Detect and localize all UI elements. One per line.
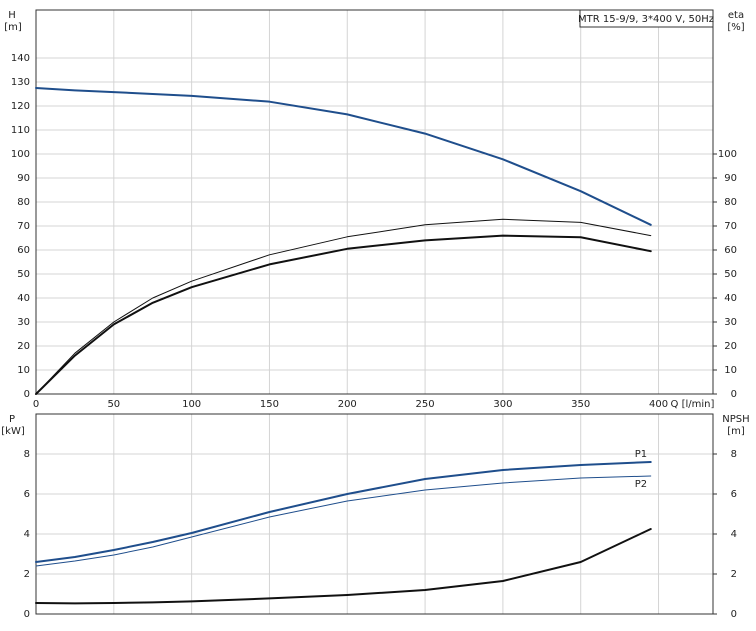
y2-tick-label: 2 (731, 569, 737, 580)
y2-tick-label: 80 (724, 197, 737, 208)
y-axis-label: P (9, 414, 15, 425)
y-axis-unit: [kW] (1, 426, 25, 437)
y2-tick-label: 10 (724, 365, 737, 376)
plot-frame (35, 9, 714, 395)
y-tick-label: 50 (17, 269, 30, 280)
y-tick-label: 0 (24, 609, 30, 620)
y-tick-label: 110 (11, 125, 30, 136)
y2-tick-label: 30 (724, 317, 737, 328)
y-tick-label: 4 (24, 529, 30, 540)
x-tick-label: 200 (338, 399, 357, 410)
y2-tick-label: 70 (724, 221, 737, 232)
x-tick-label: 150 (260, 399, 279, 410)
y-tick-label: 40 (17, 293, 30, 304)
y2-tick-label: 4 (731, 529, 737, 540)
series-line (35, 87, 652, 226)
y2-tick-label: 90 (724, 173, 737, 184)
x-tick-label: 50 (107, 399, 120, 410)
title-box (579, 9, 714, 28)
y-tick-label: 60 (17, 245, 30, 256)
series-label: P1 (635, 449, 647, 460)
x-axis-label: Q [l/min] (671, 399, 715, 410)
y2-tick-label: 60 (724, 245, 737, 256)
y-tick-label: 90 (17, 173, 30, 184)
y2-tick-label: 40 (724, 293, 737, 304)
y-tick-label: 80 (17, 197, 30, 208)
y-tick-label: 6 (24, 489, 30, 500)
y2-axis-label: eta (728, 10, 744, 21)
y2-axis-unit: [m] (727, 426, 745, 437)
y-tick-label: 140 (11, 53, 30, 64)
y-tick-label: 70 (17, 221, 30, 232)
y2-axis-unit: [%] (727, 22, 744, 33)
series-label: P2 (635, 479, 647, 490)
y2-axis-label: NPSH (722, 414, 749, 425)
y-tick-label: 10 (17, 365, 30, 376)
y-tick-label: 100 (11, 149, 30, 160)
y2-tick-label: 6 (731, 489, 737, 500)
y-axis-label: H (8, 10, 16, 21)
series-line (35, 234, 652, 395)
y2-tick-label: 100 (718, 149, 737, 160)
y2-tick-label: 50 (724, 269, 737, 280)
series-line (35, 475, 652, 567)
y-tick-label: 0 (24, 389, 30, 400)
y2-tick-label: 0 (731, 389, 737, 400)
x-tick-label: 250 (416, 399, 435, 410)
series-line (35, 528, 652, 605)
series-line (35, 218, 652, 395)
y-tick-label: 20 (17, 341, 30, 352)
series-line (35, 461, 652, 563)
y2-tick-label: 20 (724, 341, 737, 352)
y-tick-label: 120 (11, 101, 30, 112)
x-tick-label: 100 (182, 399, 201, 410)
plot-frame (35, 413, 714, 615)
y-tick-label: 130 (11, 77, 30, 88)
x-tick-label: 300 (493, 399, 512, 410)
x-tick-label: 400 (649, 399, 668, 410)
y-axis-unit: [m] (4, 22, 22, 33)
x-tick-label: 0 (33, 399, 39, 410)
y-tick-label: 8 (24, 449, 30, 460)
y-tick-label: 2 (24, 569, 30, 580)
y2-tick-label: 0 (731, 609, 737, 620)
x-tick-label: 350 (571, 399, 590, 410)
y2-tick-label: 8 (731, 449, 737, 460)
y-tick-label: 30 (17, 317, 30, 328)
chart-title: MTR 15-9/9, 3*400 V, 50Hz (578, 14, 714, 25)
